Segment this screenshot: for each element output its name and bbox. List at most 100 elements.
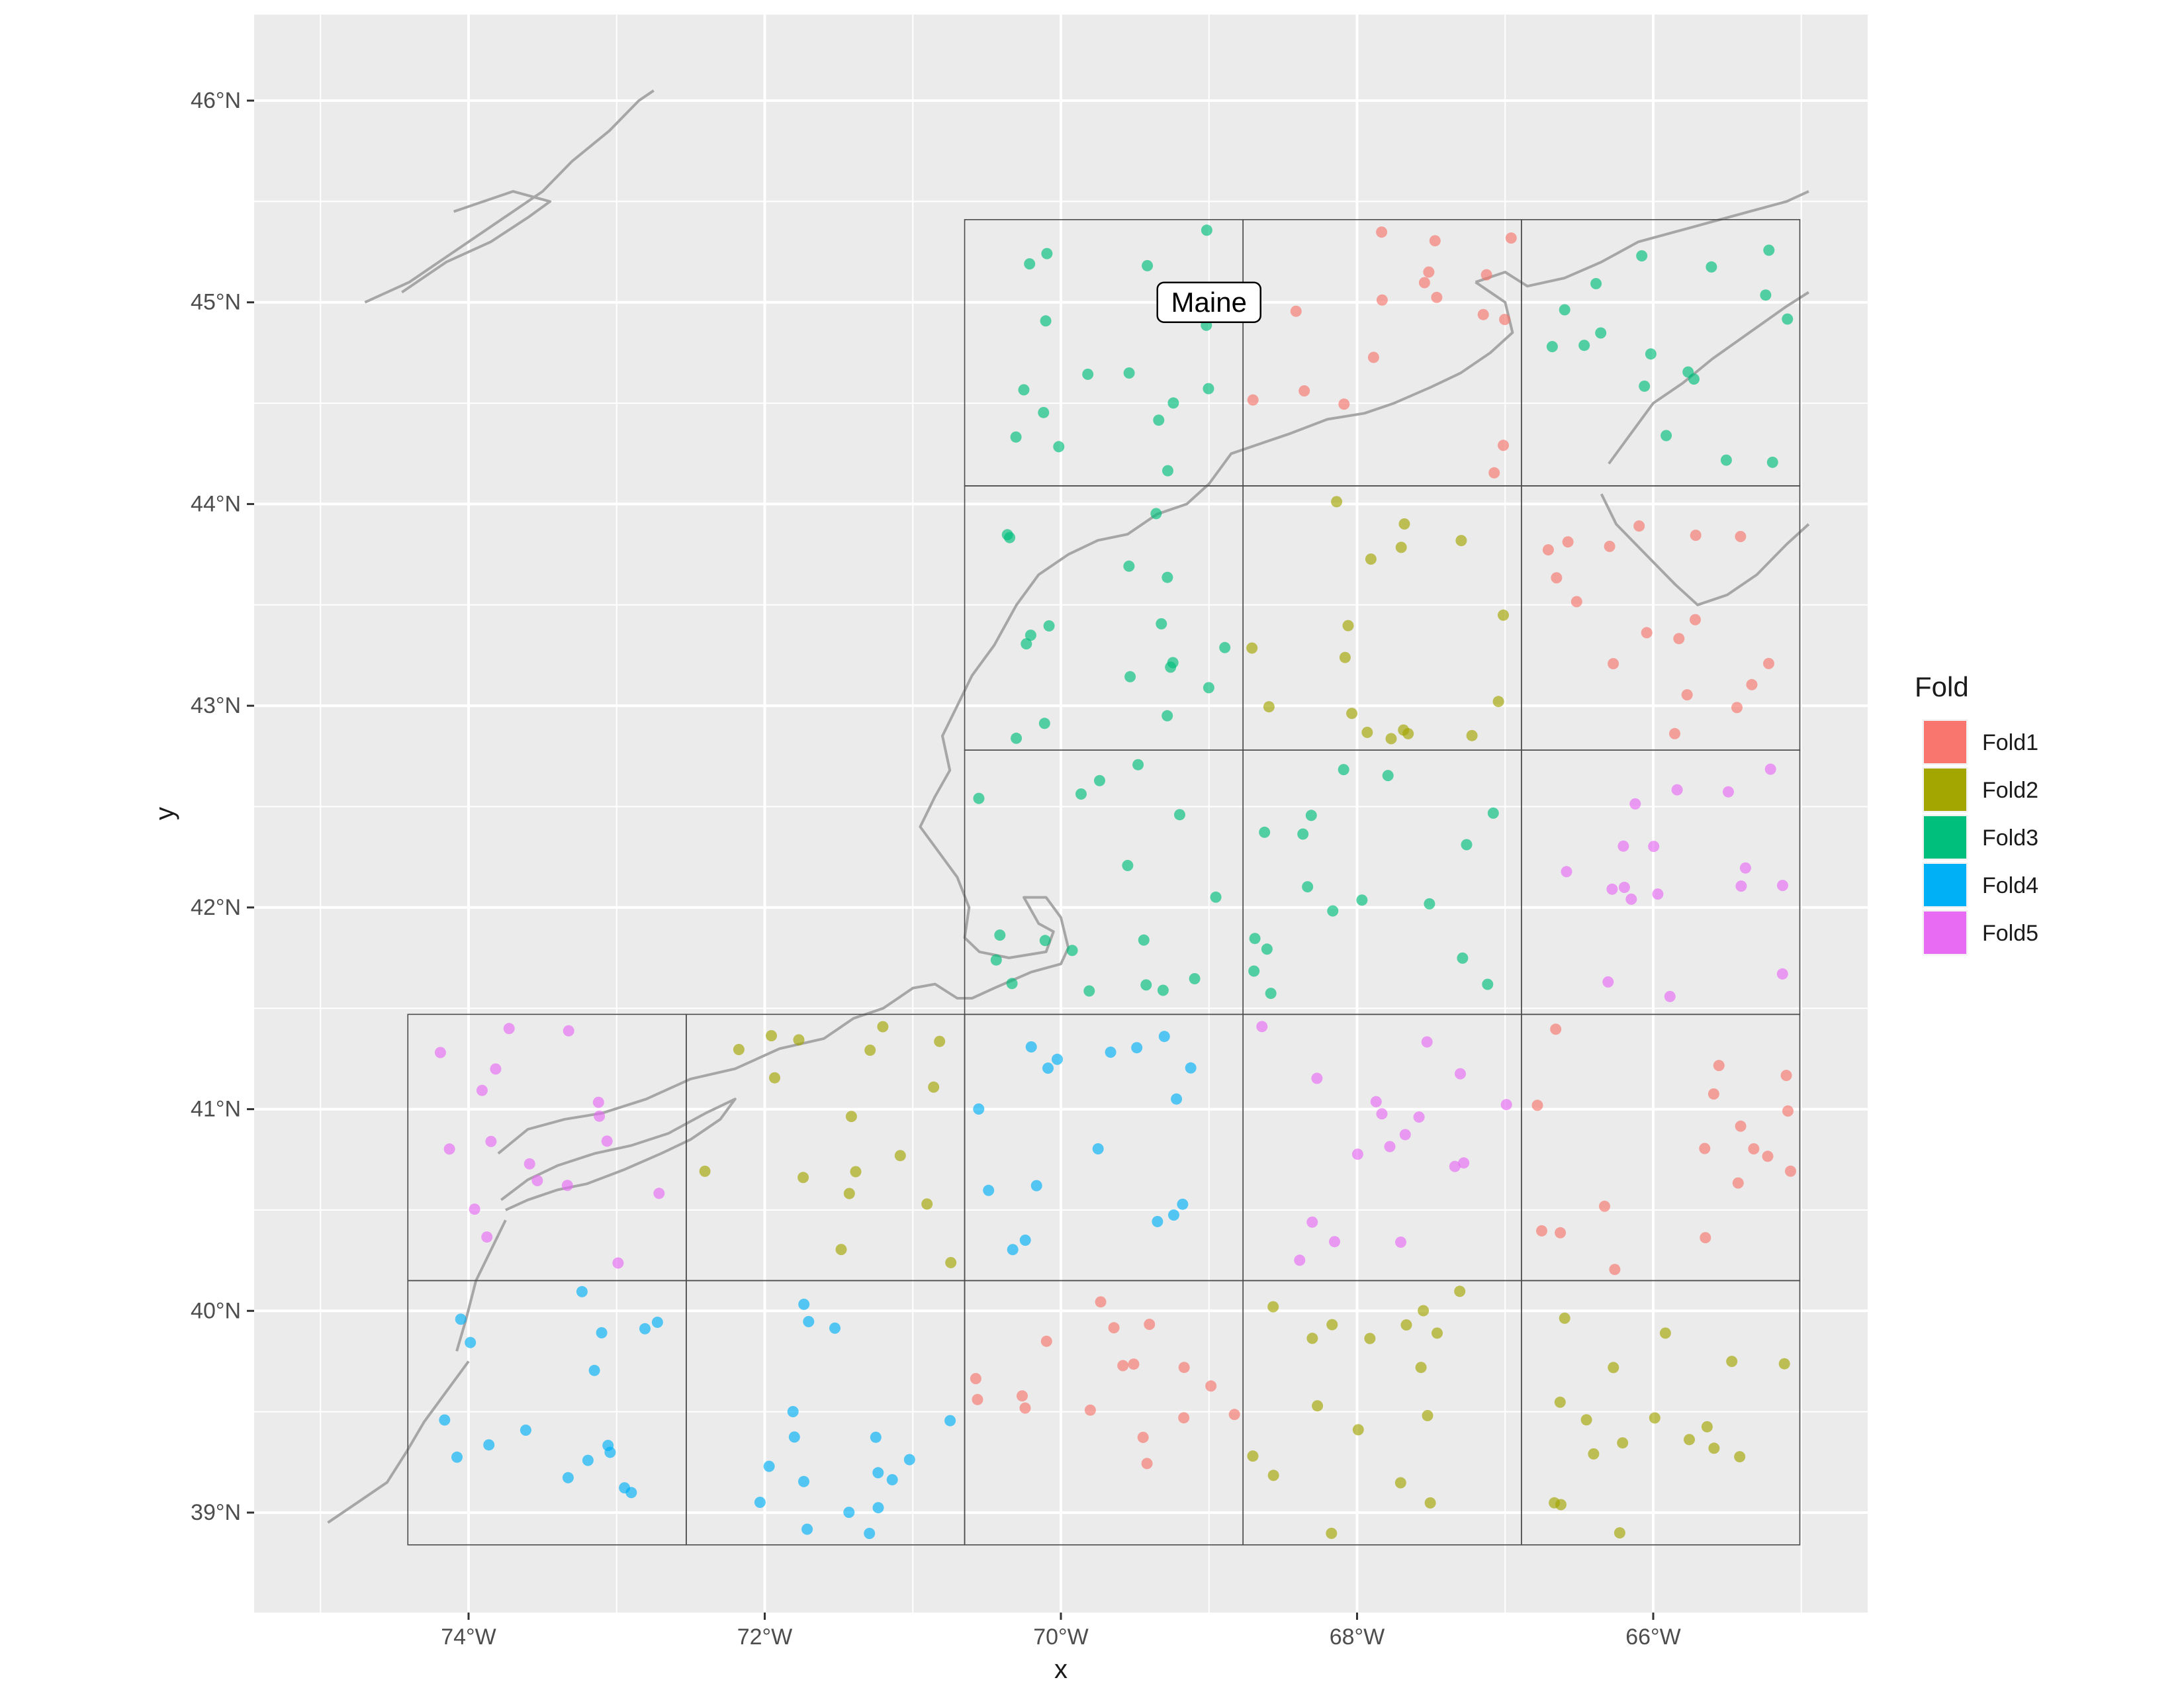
legend-key-fold3 xyxy=(1924,816,1966,859)
sample-point-fold2 xyxy=(1580,1414,1592,1426)
sample-point-fold3 xyxy=(1203,682,1214,694)
sample-point-fold4 xyxy=(1152,1215,1163,1227)
annotation-label: Maine xyxy=(1171,287,1247,318)
sample-point-fold1 xyxy=(1423,266,1435,278)
sample-point-fold3 xyxy=(1356,894,1368,906)
sample-point-fold5 xyxy=(1561,866,1572,878)
y-tick-label: 41°N xyxy=(191,1097,241,1122)
sample-point-fold2 xyxy=(1263,701,1275,713)
sample-point-fold5 xyxy=(601,1135,613,1147)
sample-point-fold3 xyxy=(1338,764,1349,776)
sample-point-fold2 xyxy=(1608,1362,1619,1374)
sample-point-fold4 xyxy=(602,1440,614,1452)
sample-point-fold3 xyxy=(1189,973,1201,984)
sample-point-fold3 xyxy=(1156,618,1167,630)
sample-point-fold2 xyxy=(1365,553,1377,565)
coastline-segment xyxy=(1475,190,1809,288)
sample-point-fold2 xyxy=(1339,651,1351,663)
sample-point-fold2 xyxy=(1726,1356,1738,1368)
sample-point-fold4 xyxy=(588,1364,600,1376)
sample-point-fold5 xyxy=(1458,1157,1470,1169)
sample-point-fold1 xyxy=(1290,305,1302,317)
sample-point-fold1 xyxy=(1536,1225,1547,1237)
sample-point-fold1 xyxy=(1429,235,1441,247)
sample-point-fold5 xyxy=(1294,1254,1306,1266)
sample-point-fold4 xyxy=(798,1298,810,1310)
sample-point-fold4 xyxy=(483,1439,495,1451)
sample-point-fold3 xyxy=(1297,828,1309,840)
sample-point-fold2 xyxy=(1331,496,1343,508)
sample-point-fold3 xyxy=(994,929,1006,941)
sample-point-fold3 xyxy=(1167,657,1179,669)
sample-point-fold5 xyxy=(1723,786,1734,798)
sample-point-fold1 xyxy=(1570,596,1582,608)
sample-point-fold3 xyxy=(1639,380,1651,392)
sample-point-fold4 xyxy=(562,1472,574,1483)
sample-point-fold1 xyxy=(1480,269,1492,281)
sample-point-fold5 xyxy=(1311,1072,1323,1084)
sample-point-fold2 xyxy=(1684,1434,1695,1446)
sample-point-fold4 xyxy=(1042,1062,1054,1074)
sample-point-fold5 xyxy=(523,1158,535,1170)
sample-point-fold4 xyxy=(1025,1041,1037,1053)
sample-point-fold5 xyxy=(434,1047,446,1058)
sample-point-fold2 xyxy=(1734,1451,1746,1463)
sample-point-fold5 xyxy=(503,1023,515,1035)
legend-key-fold1 xyxy=(1924,721,1966,763)
sample-point-fold3 xyxy=(1039,935,1051,947)
sample-point-fold4 xyxy=(455,1313,467,1325)
sample-point-fold3 xyxy=(1578,340,1590,352)
sample-point-fold2 xyxy=(945,1256,957,1268)
sample-point-fold2 xyxy=(1361,726,1373,738)
sample-point-fold4 xyxy=(1185,1062,1197,1074)
sample-point-fold4 xyxy=(801,1523,813,1535)
sample-point-fold5 xyxy=(1617,840,1629,852)
sample-point-fold3 xyxy=(1595,327,1607,339)
sample-point-fold3 xyxy=(1248,965,1260,977)
sample-point-fold5 xyxy=(476,1084,488,1096)
sample-point-fold2 xyxy=(1454,1286,1466,1297)
sample-point-fold3 xyxy=(1720,454,1732,466)
sample-point-fold4 xyxy=(903,1454,915,1466)
sample-point-fold2 xyxy=(1554,1396,1566,1408)
sample-point-fold3 xyxy=(1132,759,1144,771)
map-annotation: Maine xyxy=(1156,281,1261,323)
sample-point-fold5 xyxy=(1256,1021,1268,1033)
sample-point-fold3 xyxy=(1259,826,1271,838)
sample-point-fold4 xyxy=(886,1474,898,1485)
sample-point-fold2 xyxy=(934,1035,946,1047)
cv-block-grid xyxy=(407,218,1801,1546)
sample-point-fold3 xyxy=(1203,383,1214,395)
sample-point-fold4 xyxy=(1158,1031,1170,1043)
sample-point-fold5 xyxy=(1329,1236,1340,1248)
sample-points xyxy=(434,224,1796,1539)
sample-point-fold1 xyxy=(1700,1232,1711,1244)
x-tick-label: 70°W xyxy=(1033,1624,1089,1650)
sample-point-fold3 xyxy=(1082,368,1094,380)
sample-point-fold1 xyxy=(1762,1150,1774,1162)
sample-point-fold5 xyxy=(1306,1216,1318,1228)
sample-point-fold4 xyxy=(465,1336,477,1348)
sample-point-fold2 xyxy=(797,1172,809,1184)
sample-point-fold2 xyxy=(1415,1362,1427,1374)
sample-point-fold2 xyxy=(1312,1400,1324,1412)
sample-point-fold3 xyxy=(1024,630,1036,641)
sample-point-fold1 xyxy=(1128,1358,1140,1370)
sample-point-fold5 xyxy=(1370,1096,1382,1107)
sample-point-fold2 xyxy=(1402,727,1414,739)
sample-point-fold2 xyxy=(1267,1301,1279,1313)
legend-label-fold4: Fold4 xyxy=(1982,873,2038,898)
sample-point-fold2 xyxy=(1432,1327,1443,1339)
sample-point-fold3 xyxy=(1382,770,1394,782)
sample-point-fold1 xyxy=(1178,1362,1190,1374)
sample-point-fold3 xyxy=(990,954,1002,966)
sample-point-fold3 xyxy=(1075,788,1087,800)
sample-point-fold3 xyxy=(1083,985,1095,997)
sample-point-fold3 xyxy=(1249,933,1261,945)
sample-point-fold1 xyxy=(1681,689,1693,701)
x-axis-ticks: 74°W 72°W 70°W 68°W 66°W xyxy=(441,1613,1681,1650)
sample-point-fold1 xyxy=(1732,1177,1744,1189)
sample-point-fold2 xyxy=(1352,1424,1364,1436)
sample-point-fold3 xyxy=(1024,258,1036,270)
sample-point-fold2 xyxy=(1498,609,1509,621)
